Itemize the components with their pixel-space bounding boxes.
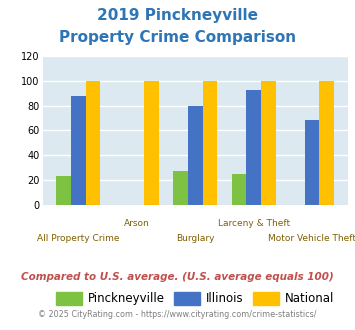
Text: © 2025 CityRating.com - https://www.cityrating.com/crime-statistics/: © 2025 CityRating.com - https://www.city… — [38, 310, 317, 319]
Bar — [71, 96, 86, 205]
Text: Arson: Arson — [124, 219, 150, 228]
Bar — [246, 89, 261, 205]
Text: 2019 Pinckneyville: 2019 Pinckneyville — [97, 8, 258, 23]
Bar — [261, 81, 275, 205]
Text: Burglary: Burglary — [176, 234, 214, 243]
Bar — [188, 106, 203, 205]
Text: Compared to U.S. average. (U.S. average equals 100): Compared to U.S. average. (U.S. average … — [21, 272, 334, 282]
Bar — [144, 81, 159, 205]
Bar — [203, 81, 217, 205]
Legend: Pinckneyville, Illinois, National: Pinckneyville, Illinois, National — [51, 288, 339, 310]
Bar — [56, 176, 71, 205]
Bar — [320, 81, 334, 205]
Text: All Property Crime: All Property Crime — [37, 234, 120, 243]
Bar — [86, 81, 100, 205]
Text: Motor Vehicle Theft: Motor Vehicle Theft — [268, 234, 355, 243]
Bar — [232, 174, 246, 205]
Text: Property Crime Comparison: Property Crime Comparison — [59, 30, 296, 45]
Text: Larceny & Theft: Larceny & Theft — [218, 219, 290, 228]
Bar — [173, 171, 188, 205]
Bar — [305, 120, 320, 205]
